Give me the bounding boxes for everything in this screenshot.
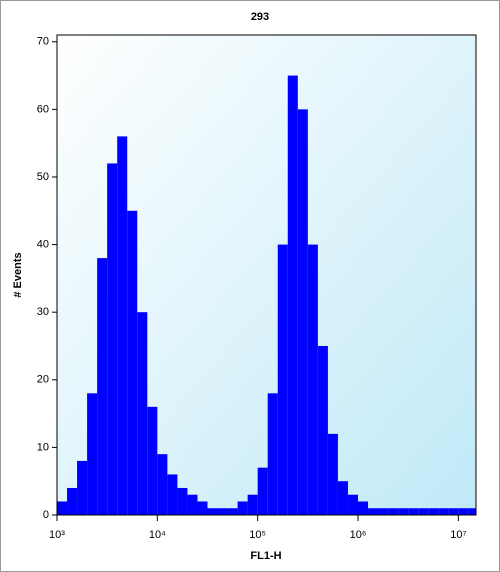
histogram-bar xyxy=(398,508,409,515)
x-tick-label: 10³ xyxy=(49,529,65,541)
histogram-bar xyxy=(217,508,228,515)
histogram-bar xyxy=(247,494,258,515)
histogram-bar xyxy=(317,345,328,515)
histogram-bar xyxy=(357,501,369,515)
histogram-bar xyxy=(468,508,476,515)
histogram-bar xyxy=(448,508,459,515)
y-tick-label: 10 xyxy=(37,441,49,453)
histogram-bar xyxy=(157,454,168,515)
histogram-bar xyxy=(337,481,348,515)
histogram-bar xyxy=(117,136,128,515)
histogram-bar xyxy=(428,508,439,515)
histogram-bar xyxy=(57,501,68,515)
histogram-bar xyxy=(458,508,469,515)
y-tick-label: 40 xyxy=(37,238,49,250)
plot-border xyxy=(56,34,477,516)
y-tick-label: 30 xyxy=(37,306,49,318)
histogram-bar xyxy=(147,406,158,515)
histogram-bar xyxy=(378,508,389,515)
histogram-bar xyxy=(227,508,238,515)
histogram-bar xyxy=(197,501,208,515)
histogram-bar xyxy=(297,109,308,515)
x-tick-label: 10⁷ xyxy=(450,529,466,541)
y-tick-label: 70 xyxy=(37,36,49,48)
y-tick-label: 20 xyxy=(37,374,49,386)
histogram-bar xyxy=(277,244,288,516)
histogram-bar xyxy=(408,508,419,515)
histogram-bar xyxy=(287,75,298,515)
histogram-bar xyxy=(438,508,449,515)
y-tick-label: 60 xyxy=(37,103,49,115)
histogram-bar xyxy=(327,433,338,515)
x-tick-label: 10⁴ xyxy=(149,529,166,541)
histogram-bar xyxy=(137,312,148,515)
x-tick-label: 10⁶ xyxy=(350,529,367,541)
histogram-bar xyxy=(307,244,318,516)
histogram-bar xyxy=(207,508,218,515)
histogram-bar xyxy=(87,393,98,515)
histogram-bar xyxy=(97,258,108,515)
histogram-bar xyxy=(67,487,78,515)
histogram-bar xyxy=(107,163,118,516)
histogram-bar xyxy=(237,501,248,515)
histogram-bar xyxy=(77,460,88,515)
y-tick-label: 50 xyxy=(37,171,49,183)
chart-title: 293 xyxy=(251,11,269,23)
y-axis-label: # Events xyxy=(12,252,24,297)
histogram-bar xyxy=(257,467,268,515)
x-tick-label: 10⁵ xyxy=(249,529,266,541)
y-tick-label: 0 xyxy=(43,509,49,521)
histogram-bar xyxy=(187,494,198,515)
histogram-bar xyxy=(347,494,358,515)
histogram-bar xyxy=(368,508,379,515)
x-axis-label: FL1-H xyxy=(250,550,281,562)
histogram-bar xyxy=(167,474,178,515)
histogram-bar xyxy=(418,508,429,515)
histogram-bar xyxy=(267,393,278,515)
histogram-bar xyxy=(127,210,138,515)
histogram-bar xyxy=(388,508,399,515)
histogram-bar xyxy=(177,487,188,515)
